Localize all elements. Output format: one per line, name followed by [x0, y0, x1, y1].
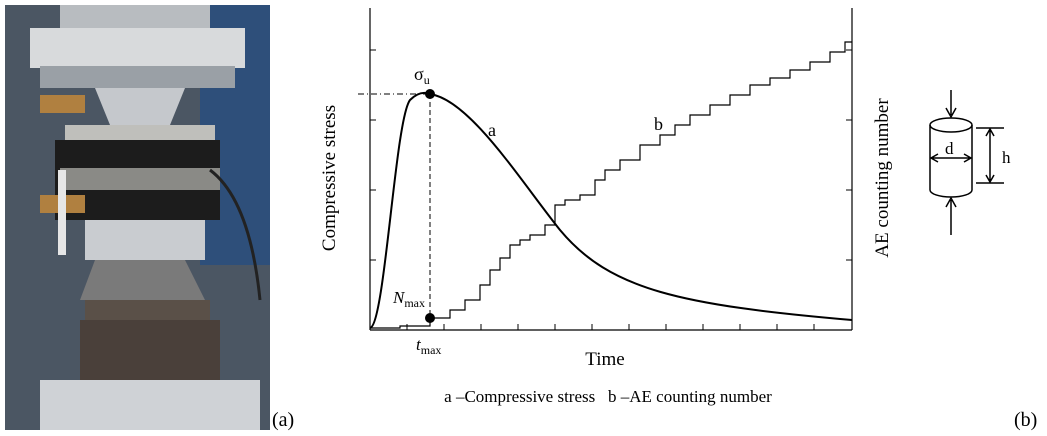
n-max-point — [425, 313, 435, 323]
peak-label: σu — [414, 64, 430, 87]
text-part: max — [421, 343, 442, 357]
photo — [5, 5, 270, 430]
peak-point — [425, 89, 435, 99]
text-part: σ — [414, 64, 424, 84]
n-max-label: Nmax — [392, 288, 425, 310]
chart-frame — [370, 8, 852, 330]
specimen — [930, 90, 1004, 235]
panel-label: (a) — [272, 409, 294, 431]
diameter-label: d — [945, 139, 954, 158]
ae-curve — [370, 42, 852, 328]
y2-axis-label: AE counting number — [872, 98, 893, 258]
stress-curve — [370, 93, 852, 328]
text-part: max — [404, 296, 425, 310]
text-part: u — [424, 73, 430, 87]
panel-label: (b) — [1014, 409, 1037, 431]
height-label: h — [1002, 148, 1011, 167]
y-axis-label: Compressive stress — [319, 105, 340, 251]
figure: (a) (b) Compressive stress AE counting n… — [0, 0, 1047, 436]
curve-label: a — [488, 120, 496, 140]
t-max-label: tmax — [416, 335, 441, 357]
legend: a –Compressive stress b –AE counting num… — [444, 387, 772, 406]
x-axis-label: Time — [585, 349, 624, 370]
curve-label: b — [654, 114, 663, 134]
